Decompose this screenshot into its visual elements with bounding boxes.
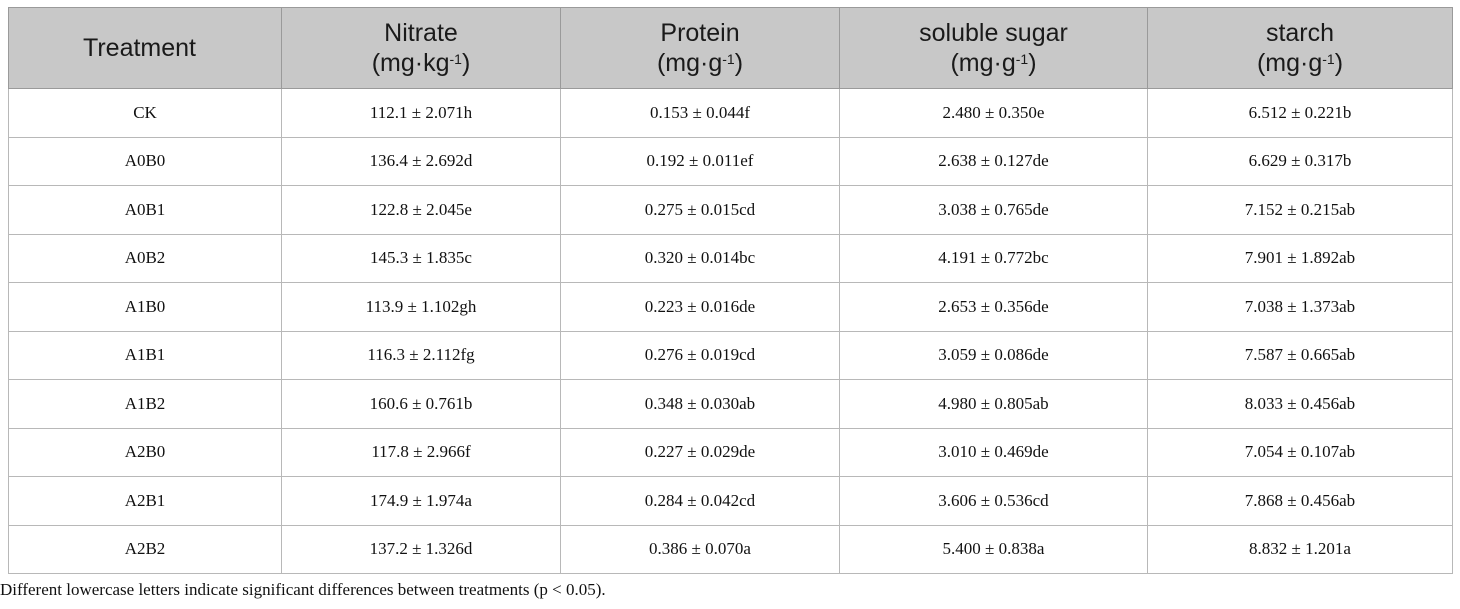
unit-base: (mg·g (950, 49, 1016, 77)
header-treatment: Treatment (8, 7, 282, 89)
table-row: A0B0 136.4 ± 2.692d 0.192 ± 0.011ef 2.63… (8, 136, 1453, 186)
cell-protein: 0.386 ± 0.070a (560, 524, 840, 574)
cell-protein: 0.276 ± 0.019cd (560, 330, 840, 380)
cell-soluble-sugar: 5.400 ± 0.838a (839, 524, 1148, 574)
cell-starch: 7.868 ± 0.456ab (1147, 476, 1453, 526)
header-label: Nitrate (384, 19, 458, 47)
cell-protein: 0.320 ± 0.014bc (560, 233, 840, 283)
cell-starch: 8.033 ± 0.456ab (1147, 379, 1453, 429)
unit-exponent: -1 (1015, 51, 1029, 67)
cell-nitrate: 122.8 ± 2.045e (281, 185, 561, 235)
cell-nitrate: 160.6 ± 0.761b (281, 379, 561, 429)
cell-soluble-sugar: 2.480 ± 0.350e (839, 88, 1148, 138)
table-row: A1B0 113.9 ± 1.102gh 0.223 ± 0.016de 2.6… (8, 282, 1453, 332)
header-row: Treatment Nitrate (mg·kg-1) Protein (mg·… (8, 7, 1453, 89)
unit-base: (mg·g (656, 49, 723, 77)
data-table-container: Treatment Nitrate (mg·kg-1) Protein (mg·… (8, 7, 1453, 574)
cell-treatment: A1B1 (8, 330, 282, 380)
cell-nitrate: 174.9 ± 1.974a (281, 476, 561, 526)
unit-exponent: -1 (449, 51, 462, 67)
cell-nitrate: 113.9 ± 1.102gh (281, 282, 561, 332)
header-protein: Protein (mg·g-1) (560, 7, 840, 89)
unit-base: (mg·kg (371, 49, 450, 77)
cell-treatment: A2B1 (8, 476, 282, 526)
cell-soluble-sugar: 3.010 ± 0.469de (839, 427, 1148, 477)
table-row: A2B1 174.9 ± 1.974a 0.284 ± 0.042cd 3.60… (8, 476, 1453, 526)
cell-treatment: A2B0 (8, 427, 282, 477)
header-unit: (mg·g-1) (844, 48, 1143, 78)
header-label: Protein (660, 19, 740, 47)
cell-starch: 7.901 ± 1.892ab (1147, 233, 1453, 283)
table-row: A1B1 116.3 ± 2.112fg 0.276 ± 0.019cd 3.0… (8, 330, 1453, 380)
cell-nitrate: 112.1 ± 2.071h (281, 88, 561, 138)
cell-treatment: A0B1 (8, 185, 282, 235)
cell-protein: 0.153 ± 0.044f (560, 88, 840, 138)
table-row: A0B2 145.3 ± 1.835c 0.320 ± 0.014bc 4.19… (8, 233, 1453, 283)
unit-base: (mg·g (1256, 49, 1323, 77)
header-unit: (mg·g-1) (565, 48, 835, 78)
cell-protein: 0.284 ± 0.042cd (560, 476, 840, 526)
cell-protein: 0.227 ± 0.029de (560, 427, 840, 477)
table-row: A2B0 117.8 ± 2.966f 0.227 ± 0.029de 3.01… (8, 427, 1453, 477)
cell-protein: 0.275 ± 0.015cd (560, 185, 840, 235)
header-nitrate: Nitrate (mg·kg-1) (281, 7, 561, 89)
cell-treatment: A0B0 (8, 136, 282, 186)
table-footnote: Different lowercase letters indicate sig… (0, 580, 606, 599)
cell-starch: 6.629 ± 0.317b (1147, 136, 1453, 186)
cell-starch: 7.587 ± 0.665ab (1147, 330, 1453, 380)
unit-close: ) (1334, 49, 1344, 77)
table-row: A1B2 160.6 ± 0.761b 0.348 ± 0.030ab 4.98… (8, 379, 1453, 429)
cell-protein: 0.348 ± 0.030ab (560, 379, 840, 429)
cell-soluble-sugar: 4.191 ± 0.772bc (839, 233, 1148, 283)
cell-nitrate: 137.2 ± 1.326d (281, 524, 561, 574)
cell-protein: 0.192 ± 0.011ef (560, 136, 840, 186)
table-row: CK 112.1 ± 2.071h 0.153 ± 0.044f 2.480 ±… (8, 88, 1453, 138)
table-row: A2B2 137.2 ± 1.326d 0.386 ± 0.070a 5.400… (8, 524, 1453, 574)
header-unit: (mg·kg-1) (286, 48, 556, 78)
cell-nitrate: 136.4 ± 2.692d (281, 136, 561, 186)
cell-treatment: A0B2 (8, 233, 282, 283)
cell-nitrate: 116.3 ± 2.112fg (281, 330, 561, 380)
unit-exponent: -1 (1322, 51, 1335, 67)
cell-soluble-sugar: 2.638 ± 0.127de (839, 136, 1148, 186)
header-label: soluble sugar (919, 19, 1068, 47)
unit-close: ) (461, 49, 471, 77)
header-label: starch (1265, 19, 1335, 47)
cell-treatment: A1B0 (8, 282, 282, 332)
cell-soluble-sugar: 3.038 ± 0.765de (839, 185, 1148, 235)
unit-close: ) (734, 49, 744, 77)
header-unit: (mg·g-1) (1152, 48, 1448, 78)
cell-starch: 7.038 ± 1.373ab (1147, 282, 1453, 332)
table-header: Treatment Nitrate (mg·kg-1) Protein (mg·… (8, 7, 1453, 89)
cell-starch: 6.512 ± 0.221b (1147, 88, 1453, 138)
unit-close: ) (1028, 49, 1037, 77)
cell-treatment: A1B2 (8, 379, 282, 429)
cell-soluble-sugar: 3.059 ± 0.086de (839, 330, 1148, 380)
cell-soluble-sugar: 4.980 ± 0.805ab (839, 379, 1148, 429)
cell-treatment: A2B2 (8, 524, 282, 574)
cell-soluble-sugar: 3.606 ± 0.536cd (839, 476, 1148, 526)
unit-exponent: -1 (722, 51, 735, 67)
table-row: A0B1 122.8 ± 2.045e 0.275 ± 0.015cd 3.03… (8, 185, 1453, 235)
cell-starch: 7.152 ± 0.215ab (1147, 185, 1453, 235)
cell-treatment: CK (8, 88, 282, 138)
results-table: Treatment Nitrate (mg·kg-1) Protein (mg·… (8, 7, 1453, 574)
header-starch: starch (mg·g-1) (1147, 7, 1453, 89)
cell-nitrate: 145.3 ± 1.835c (281, 233, 561, 283)
cell-starch: 8.832 ± 1.201a (1147, 524, 1453, 574)
header-label: Treatment (83, 34, 197, 62)
table-body: CK 112.1 ± 2.071h 0.153 ± 0.044f 2.480 ±… (8, 88, 1453, 574)
cell-starch: 7.054 ± 0.107ab (1147, 427, 1453, 477)
cell-soluble-sugar: 2.653 ± 0.356de (839, 282, 1148, 332)
cell-protein: 0.223 ± 0.016de (560, 282, 840, 332)
cell-nitrate: 117.8 ± 2.966f (281, 427, 561, 477)
header-soluble-sugar: soluble sugar (mg·g-1) (839, 7, 1148, 89)
